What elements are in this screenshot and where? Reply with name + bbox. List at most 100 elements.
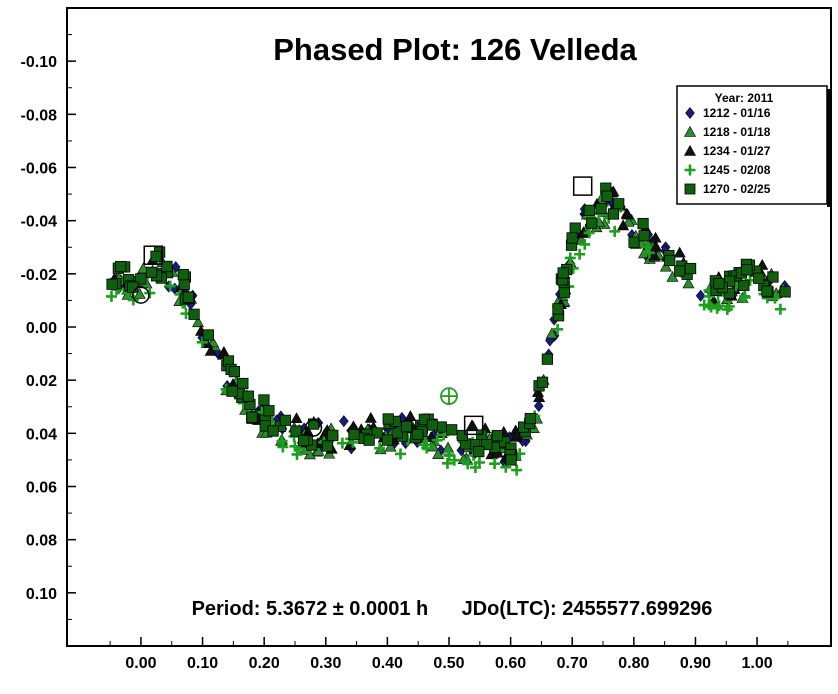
data-point <box>395 448 407 460</box>
data-point <box>291 448 303 460</box>
data-point <box>404 410 417 421</box>
data-point <box>144 287 156 299</box>
data-point <box>673 246 686 258</box>
data-point <box>115 261 127 273</box>
data-point <box>226 385 238 397</box>
ticks-layer: 0.00 0.10 0.20 0.30 0.40 0.50 0.60 0.70 0.80 0.90… <box>21 34 789 672</box>
data-point <box>374 442 386 454</box>
data-point <box>161 260 173 273</box>
data-point <box>400 421 413 433</box>
y-tick-label: 0.06 <box>26 480 57 497</box>
data-point <box>431 434 443 446</box>
y-tick-label: -0.08 <box>21 107 58 124</box>
legend-marker <box>684 183 696 195</box>
legend-marker <box>684 164 696 176</box>
x-tick-label: 0.80 <box>618 655 649 672</box>
data-point <box>641 241 653 253</box>
data-point <box>648 249 661 261</box>
data-point <box>617 219 630 231</box>
data-point <box>202 329 214 341</box>
legend: Year: 2011 1212 - 01/16 1218 - 01/18 1234 … <box>676 85 830 207</box>
data-point <box>541 353 553 365</box>
data-point <box>348 428 360 441</box>
data-point <box>381 434 393 446</box>
data-point <box>307 418 320 430</box>
data-point <box>246 411 258 423</box>
x-tick-label: 1.00 <box>741 655 772 672</box>
x-tick-label: 0.90 <box>680 655 711 672</box>
y-tick-label: 0.08 <box>26 533 57 550</box>
data-point <box>533 391 546 403</box>
legend-shadow <box>827 89 830 207</box>
legend-label: 1218 - 01/18 <box>703 125 771 139</box>
y-tick-label: 0.04 <box>26 426 57 443</box>
data-point <box>491 430 503 442</box>
data-point <box>609 225 621 237</box>
data-point <box>579 238 591 250</box>
data-point <box>536 376 549 388</box>
legend-title: Year: 2011 <box>715 91 774 105</box>
data-point <box>462 458 474 470</box>
legend-label: 1212 - 01/16 <box>703 106 771 120</box>
data-point <box>499 436 511 448</box>
data-point <box>465 419 478 431</box>
highlight-marker <box>132 286 150 304</box>
data-point <box>182 291 194 303</box>
data-point <box>569 222 581 234</box>
data-point <box>289 440 301 452</box>
data-point <box>574 248 586 260</box>
data-point <box>557 267 569 279</box>
data-point <box>779 286 791 298</box>
legend-marker <box>683 144 697 156</box>
y-tick-label: -0.04 <box>21 214 58 231</box>
data-point <box>622 215 635 227</box>
data-point <box>196 336 208 348</box>
legend-marker <box>683 125 697 137</box>
data-point <box>713 300 725 312</box>
data-point <box>321 440 334 452</box>
data-point <box>279 414 291 426</box>
data-point <box>566 232 578 244</box>
data-point <box>418 413 430 425</box>
data-point <box>524 412 536 425</box>
legend-label: 1270 - 02/25 <box>703 182 771 196</box>
data-point <box>382 413 394 425</box>
data-point <box>412 428 424 441</box>
data-point <box>441 457 453 469</box>
x-tick-label: 0.30 <box>310 655 341 672</box>
data-point <box>698 299 710 311</box>
data-point <box>336 437 348 449</box>
y-tick-label: 0.00 <box>26 320 57 337</box>
data-point <box>258 394 270 406</box>
data-point <box>586 217 598 229</box>
data-point <box>456 429 468 442</box>
legend-label: 1245 - 02/08 <box>703 163 771 177</box>
data-point <box>774 303 786 315</box>
data-point <box>607 208 620 220</box>
data-point <box>723 287 735 299</box>
x-tick-label: 0.40 <box>372 655 403 672</box>
data-point <box>263 405 275 417</box>
data-point <box>695 289 706 302</box>
data-point <box>659 260 672 272</box>
y-tick-label: 0.10 <box>26 586 57 603</box>
data-point <box>583 204 595 216</box>
legend-box <box>676 85 828 205</box>
data-point <box>391 427 403 439</box>
period-annotation: Period: 5.3672 ± 0.0001 h JDo(LTC): 2455… <box>192 598 713 620</box>
data-point <box>664 254 676 267</box>
data-point <box>643 247 655 259</box>
data-point <box>473 445 485 458</box>
data-point <box>583 227 595 239</box>
data-point <box>534 400 544 412</box>
data-point <box>371 427 383 439</box>
data-point <box>489 458 501 470</box>
data-point <box>363 434 375 446</box>
data-point <box>595 202 607 215</box>
data-point <box>638 230 650 242</box>
highlight-marker <box>441 388 457 405</box>
legend-marker <box>685 107 695 119</box>
data-point <box>267 425 279 437</box>
data-point <box>150 250 162 262</box>
data-point <box>511 464 523 476</box>
